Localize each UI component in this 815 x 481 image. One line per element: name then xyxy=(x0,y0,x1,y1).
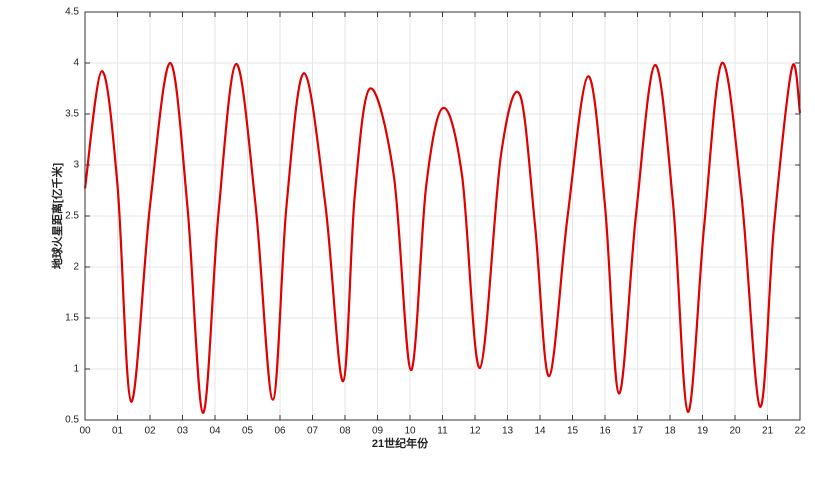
y-tick-label: 4.5 xyxy=(65,7,79,18)
x-tick-label: 15 xyxy=(567,426,579,437)
x-tick-label: 18 xyxy=(664,426,676,437)
x-tick-label: 22 xyxy=(794,426,806,437)
x-tick-label: 12 xyxy=(469,426,481,437)
x-tick-label: 13 xyxy=(502,426,514,437)
x-tick-label: 04 xyxy=(209,426,221,437)
y-tick-label: 3.5 xyxy=(65,109,79,120)
x-tick-label: 06 xyxy=(274,426,286,437)
plot xyxy=(83,61,802,414)
x-tick-label: 07 xyxy=(307,426,319,437)
x-tick-label: 14 xyxy=(534,426,546,437)
y-tick-label: 1.5 xyxy=(65,313,79,324)
x-tick-label: 02 xyxy=(144,426,156,437)
x-tick-label: 10 xyxy=(404,426,416,437)
x-axis-label: 21世纪年份 xyxy=(372,436,429,450)
x-tick-label: 01 xyxy=(112,426,124,437)
x-tick-label: 19 xyxy=(697,426,709,437)
x-tick-label: 03 xyxy=(177,426,189,437)
x-tick-label: 08 xyxy=(339,426,351,437)
data-line xyxy=(83,61,802,414)
x-tick-label: 09 xyxy=(372,426,384,437)
y-axis-label: 地球火星距离[亿千米] xyxy=(50,163,64,270)
axes-box xyxy=(84,11,801,421)
y-tick-label: 0.5 xyxy=(65,415,79,426)
x-tick-label: 11 xyxy=(437,426,448,437)
x-tick-label: 16 xyxy=(599,426,611,437)
ticks: 0.5 1 1.5 2 2.5 3 3.5 4 4.5 00 01 02 03 04 05 06 07 08 09 1… xyxy=(65,7,806,437)
x-tick-label: 17 xyxy=(632,426,644,437)
y-tick-label: 2.5 xyxy=(65,211,79,222)
y-tick-label: 1 xyxy=(73,364,79,375)
x-tick-label: 21 xyxy=(762,426,774,437)
y-tick-label: 4 xyxy=(73,58,79,69)
x-tick-label: 20 xyxy=(729,426,741,437)
x-tick-label: 00 xyxy=(79,426,91,437)
x-tick-label: 05 xyxy=(242,426,254,437)
y-tick-label: 3 xyxy=(73,160,79,171)
y-tick-label: 2 xyxy=(73,262,79,273)
